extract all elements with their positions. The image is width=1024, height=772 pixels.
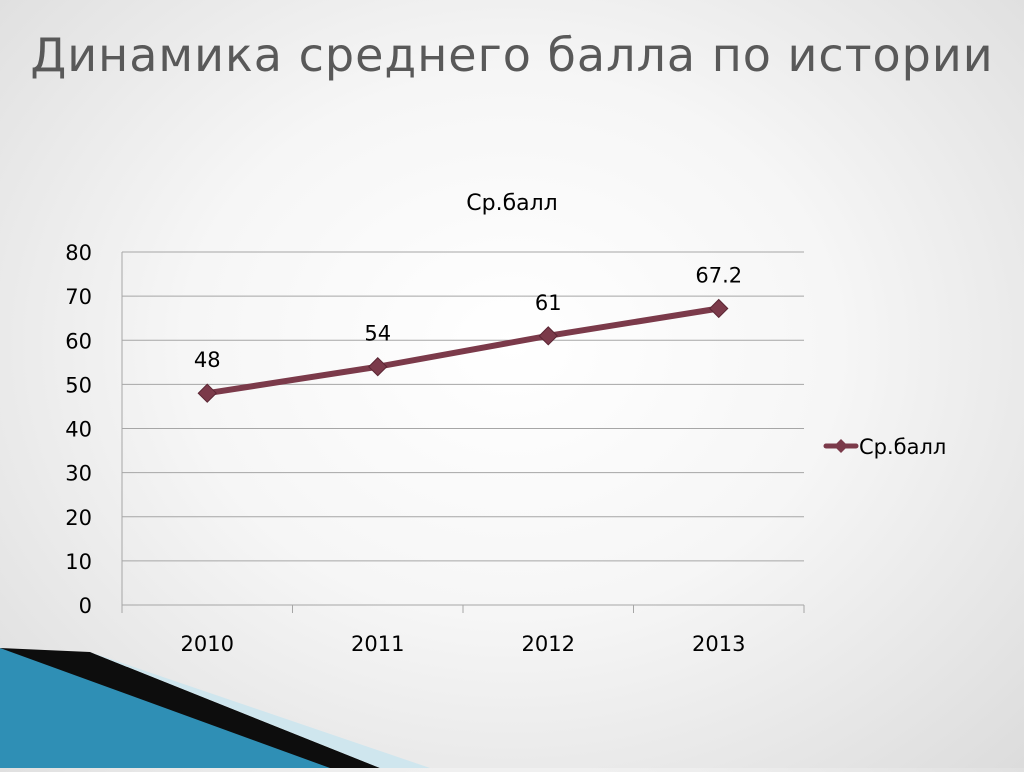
y-tick-label: 70 [65, 285, 92, 309]
grid-layer [122, 251, 804, 606]
series-layer [197, 298, 729, 403]
data-point-marker [197, 383, 217, 403]
data-point-marker [709, 298, 729, 319]
y-tick-label: 60 [65, 329, 92, 353]
x-tick-label: 2011 [351, 632, 404, 656]
data-label: 54 [364, 322, 391, 346]
x-tick-label: 2013 [692, 632, 745, 656]
data-point-marker [538, 326, 558, 346]
data-label: 67.2 [695, 263, 742, 287]
y-tick-label: 0 [79, 594, 92, 618]
legend: Ср.балл [823, 435, 946, 459]
data-label-layer: 48 54 61 67.2 [194, 263, 742, 372]
legend-label: Ср.балл [859, 435, 946, 459]
y-tick-label: 40 [65, 418, 92, 442]
x-tick-label: 2012 [522, 632, 575, 656]
y-tick-label: 20 [65, 506, 92, 530]
x-axis: 2010 2011 2012 2013 [121, 604, 805, 656]
y-tick-label: 30 [65, 462, 92, 486]
data-point-marker [368, 357, 388, 377]
y-axis: 0 10 20 30 40 50 60 70 80 [65, 241, 123, 618]
series-line [204, 305, 722, 397]
data-label: 61 [535, 291, 562, 315]
y-tick-label: 50 [65, 373, 92, 397]
slide-title: Динамика среднего балла по истории [30, 28, 994, 82]
legend-marker [834, 439, 848, 453]
y-tick-label: 10 [65, 550, 92, 574]
x-tick-label: 2010 [181, 632, 234, 656]
chart-title: Ср.балл [466, 191, 558, 216]
data-label: 48 [194, 348, 221, 372]
y-tick-label: 80 [65, 241, 92, 265]
